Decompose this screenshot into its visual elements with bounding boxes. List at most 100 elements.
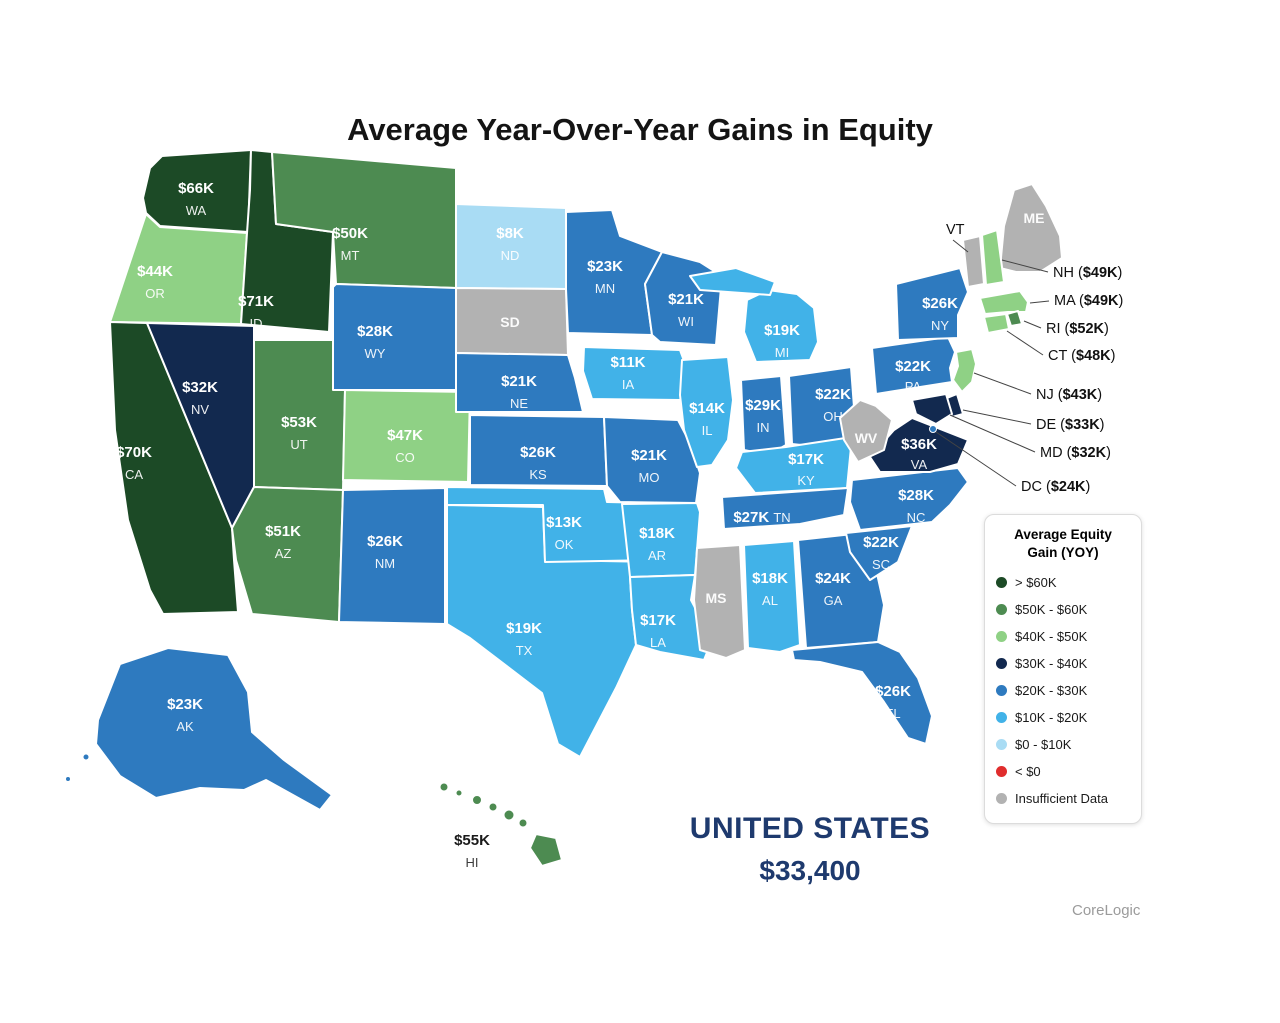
legend-item-label: $30K - $40K xyxy=(1015,656,1088,672)
callout-label-nh: NH ($49K) xyxy=(1053,265,1122,281)
state-ks: $26K KS xyxy=(469,414,608,487)
state-code-in: IN xyxy=(757,420,770,435)
state-code-ne: NE xyxy=(510,396,528,411)
state-code-mn: MN xyxy=(595,281,615,296)
callout-label-md: MD ($32K) xyxy=(1040,445,1111,461)
state-value-wy: $28K xyxy=(357,323,393,340)
state-label-tn: $27K TN xyxy=(733,509,790,526)
callout-label-vt: VT xyxy=(946,222,965,238)
state-ma xyxy=(979,290,1029,315)
state-value-mn: $23K xyxy=(587,258,623,275)
legend-item-2: $40K - $50K xyxy=(996,623,1130,650)
state-va: $36K VA xyxy=(869,417,969,473)
state-nd: $8K ND xyxy=(455,203,567,290)
state-ms: MS xyxy=(693,544,746,659)
state-wa: $66K WA xyxy=(142,149,252,233)
state-code-va: VA xyxy=(911,457,928,472)
callout-label-ma: MA ($49K) xyxy=(1054,293,1123,309)
state-dc xyxy=(929,425,937,433)
legend-item-label: Insufficient Data xyxy=(1015,791,1108,807)
state-value-hi: $55K xyxy=(454,832,490,849)
legend-item-7: < $0 xyxy=(996,758,1130,785)
state-code-az: AZ xyxy=(275,546,292,561)
state-value-wa: $66K xyxy=(178,180,214,197)
state-code-ut: UT xyxy=(290,437,307,452)
state-value-pa: $22K xyxy=(895,358,931,375)
state-in: $29K IN xyxy=(740,375,787,456)
callout-line-de xyxy=(962,409,1032,425)
state-code-wi: WI xyxy=(678,314,694,329)
state-code-ar: AR xyxy=(648,548,666,563)
national-average-label: UNITED STATES xyxy=(689,812,931,845)
state-code-fl: FL xyxy=(885,706,900,721)
state-code-ky: KY xyxy=(797,473,815,488)
callout-label-de: DE ($33K) xyxy=(1036,417,1105,433)
state-wv: WV xyxy=(839,399,893,463)
chart-title: Average Year-Over-Year Gains in Equity xyxy=(347,112,933,147)
state-code-ny: NY xyxy=(931,318,949,333)
legend-item-0: > $60K xyxy=(996,569,1130,596)
state-ri xyxy=(1006,310,1023,327)
state-value-ok: $13K xyxy=(546,514,582,531)
state-mo: $21K MO xyxy=(603,416,701,504)
state-value-ia: $11K xyxy=(610,354,645,371)
state-fl: $26K FL xyxy=(791,641,933,745)
legend-items: > $60K $50K - $60K $40K - $50K $30K - $40K $… xyxy=(985,569,1141,812)
legend-item-label: $10K - $20K xyxy=(1015,710,1088,726)
state-pa: $22K PA xyxy=(871,336,956,395)
state-code-hi: HI xyxy=(466,855,479,870)
state-value-az: $51K xyxy=(265,523,301,540)
state-value-in: $29K xyxy=(745,397,781,414)
state-code-ia: IA xyxy=(622,377,635,392)
state-code-tx: TX xyxy=(516,643,533,658)
state-value-ny: $26K xyxy=(922,295,958,312)
legend-swatch-icon xyxy=(996,604,1007,616)
state-code-wv: WV xyxy=(855,430,878,446)
legend-swatch-icon xyxy=(996,739,1007,751)
legend-swatch-icon xyxy=(996,685,1007,697)
state-value-ky: $17K xyxy=(788,451,824,468)
legend-item-8: Insufficient Data xyxy=(996,785,1130,812)
state-code-nm: NM xyxy=(375,556,395,571)
legend-item-label: $0 - $10K xyxy=(1015,737,1072,753)
state-code-co: CO xyxy=(395,450,415,465)
state-sc: $22K SC xyxy=(845,525,913,581)
state-value-nd: $8K xyxy=(496,225,524,242)
state-code-al: AL xyxy=(762,593,778,608)
state-value-ak: $23K xyxy=(167,696,203,713)
legend-swatch-icon xyxy=(996,631,1007,643)
state-code-ak: AK xyxy=(176,719,194,734)
state-md xyxy=(911,393,953,425)
state-code-la: LA xyxy=(650,635,666,650)
callout-label-dc: DC ($24K) xyxy=(1021,479,1090,495)
state-code-wa: WA xyxy=(186,203,207,218)
callout-line-ct xyxy=(1006,330,1044,356)
state-or: $44K OR xyxy=(109,213,248,325)
state-code-ga: GA xyxy=(824,593,843,608)
state-nh xyxy=(981,229,1005,286)
state-tn: $27K TN xyxy=(721,487,849,530)
legend-swatch-icon xyxy=(996,712,1007,724)
state-value-ca: $70K xyxy=(116,444,152,461)
state-value-ga: $24K xyxy=(815,570,851,587)
state-me: ME xyxy=(999,183,1063,273)
state-value-nm: $26K xyxy=(367,533,403,550)
legend-item-3: $30K - $40K xyxy=(996,650,1130,677)
state-oh: $22K OH xyxy=(788,366,857,448)
state-code-me: ME xyxy=(1024,210,1045,226)
callout-line-vt xyxy=(952,239,969,253)
state-value-wi: $21K xyxy=(668,291,704,308)
state-il: $14K IL xyxy=(679,356,734,468)
state-code-mt: MT xyxy=(341,248,360,263)
state-wi: $21K WI xyxy=(644,251,723,346)
state-nj xyxy=(952,348,977,393)
state-value-il: $14K xyxy=(689,400,725,417)
state-az: $51K AZ xyxy=(231,486,344,623)
callout-label-nj: NJ ($43K) xyxy=(1036,387,1102,403)
legend-title: Average Equity Gain (YOY) xyxy=(985,526,1141,561)
legend-swatch-icon xyxy=(996,793,1007,805)
callout-line-ma xyxy=(1029,300,1050,304)
legend-item-label: $20K - $30K xyxy=(1015,683,1088,699)
